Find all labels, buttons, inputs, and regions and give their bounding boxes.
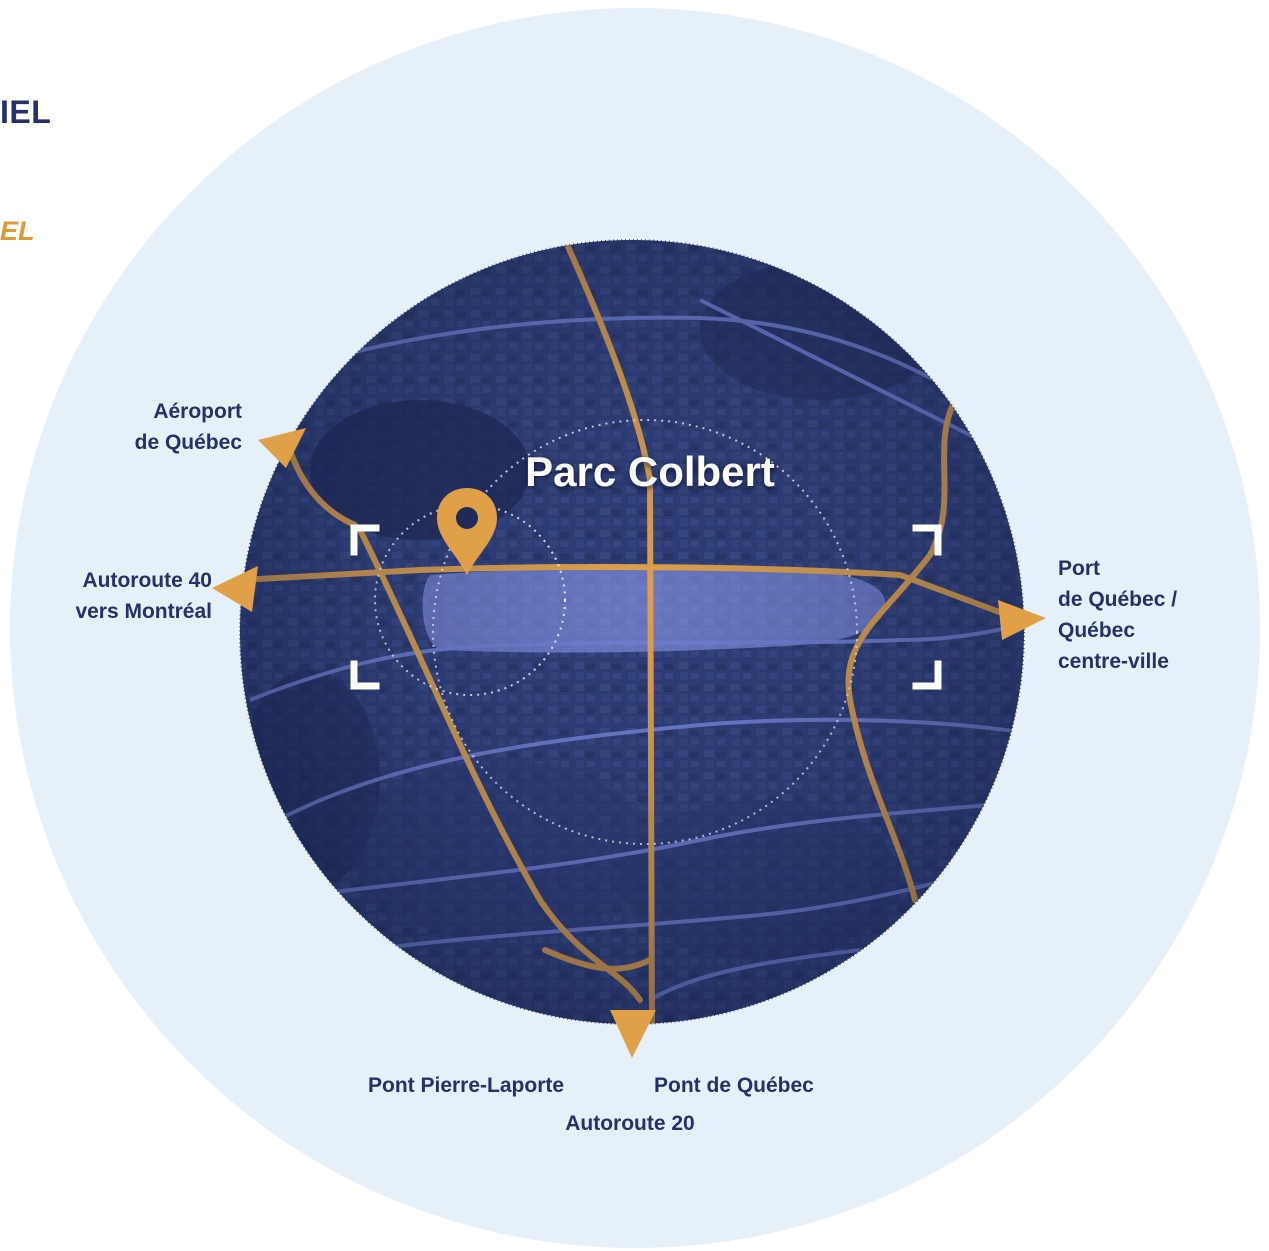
airport-label-line1: Aéroport <box>153 400 242 423</box>
autoroute40-label-line1: Autoroute 40 <box>82 569 212 592</box>
direction-arrow-icon-airport <box>258 428 306 468</box>
port-label-line2: de Québec / <box>1058 588 1178 611</box>
direction-arrows <box>212 428 1046 1058</box>
park-name-label: Parc Colbert <box>525 448 775 495</box>
satellite-map <box>240 240 1024 1024</box>
airport-label: Aéroport de Québec <box>90 396 242 458</box>
autoroute40-label: Autoroute 40 vers Montréal <box>20 565 212 627</box>
page-subheading-partial: EL <box>0 216 35 246</box>
port-label: Port de Québec / Québec centre-ville <box>1058 553 1258 677</box>
direction-arrow-icon-port <box>998 600 1046 640</box>
map-pin-icon <box>437 488 497 575</box>
port-label-line4: centre-ville <box>1058 650 1169 673</box>
bridge-pierre-laporte-label: Pont Pierre-Laporte <box>368 1074 565 1097</box>
autoroute40-label-line2: vers Montréal <box>75 600 212 623</box>
autoroute20-label: Autoroute 20 <box>565 1112 695 1135</box>
direction-arrow-icon-autoroute40 <box>212 566 258 612</box>
port-label-line1: Port <box>1058 557 1100 580</box>
page-heading-partial: IEL <box>0 94 52 130</box>
airport-label-line2: de Québec <box>134 431 242 454</box>
port-label-line3: Québec <box>1058 619 1136 642</box>
direction-arrow-icon-south <box>610 1010 656 1058</box>
bridge-quebec-label: Pont de Québec <box>654 1074 814 1097</box>
map-border <box>239 239 1025 1025</box>
map-vignette <box>240 240 1024 1024</box>
focus-bracket-icon <box>350 524 942 690</box>
